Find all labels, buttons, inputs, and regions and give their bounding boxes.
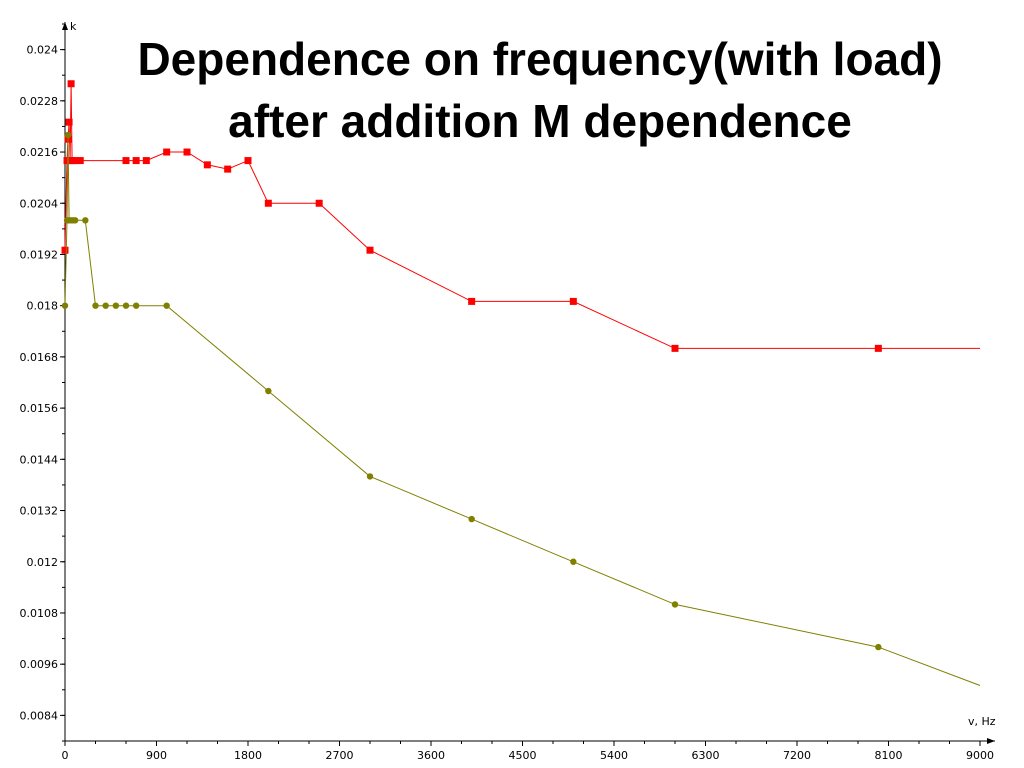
data-point <box>468 515 475 523</box>
data-point <box>92 302 99 309</box>
x-tick-label: 3600 <box>417 749 445 762</box>
y-tick-label: 0.0096 <box>20 658 59 671</box>
data-point <box>76 157 84 165</box>
data-point <box>82 217 89 224</box>
data-point <box>468 297 476 305</box>
data-point <box>61 302 69 309</box>
data-point <box>163 302 170 309</box>
x-tick-label: 0 <box>62 749 69 762</box>
data-point <box>203 161 211 169</box>
data-point <box>64 131 72 139</box>
data-point <box>122 157 130 165</box>
data-point <box>315 199 323 207</box>
title-line-1: Dependence on frequency(with load) <box>137 33 943 85</box>
y-tick-label: 0.012 <box>27 556 59 569</box>
data-point <box>570 558 577 565</box>
data-point <box>224 165 232 173</box>
data-point <box>132 157 140 165</box>
y-tick-label: 0.018 <box>27 300 59 313</box>
data-point <box>142 157 150 165</box>
data-point <box>569 297 577 305</box>
x-tick-label: 2700 <box>326 749 354 762</box>
x-tick-label: 900 <box>146 749 167 762</box>
data-point <box>132 302 140 309</box>
series-layer <box>61 80 981 686</box>
axes: v, Hz k 0 900 1800 2700 3600 4500 5400 6300 7200 81… <box>20 20 996 762</box>
data-point <box>671 601 679 608</box>
data-point <box>366 473 374 480</box>
x-tick-label: 5400 <box>600 749 628 762</box>
title-line-2: after addition M dependence <box>228 95 852 147</box>
data-point <box>265 387 272 395</box>
data-point <box>875 643 882 651</box>
x-tick-label: 8100 <box>875 749 903 762</box>
x-axis-arrow-icon <box>987 738 995 744</box>
data-point <box>163 148 171 156</box>
x-axis-label: v, Hz <box>968 715 996 728</box>
page-title: Dependence on frequency(with load) after… <box>80 28 1000 152</box>
y-tick-label: 0.0228 <box>20 95 59 108</box>
y-tick-label: 0.0132 <box>20 505 59 518</box>
data-point <box>183 148 191 156</box>
x-tick-label: 7200 <box>783 749 811 762</box>
y-axis-arrow-icon <box>62 22 68 30</box>
y-tick-label: 0.0144 <box>20 453 59 466</box>
data-point <box>671 344 679 352</box>
data-point <box>244 157 252 165</box>
x-tick-label: 6300 <box>692 749 720 762</box>
y-tick-label: 0.0204 <box>20 197 59 210</box>
y-tick-label: 0.0168 <box>20 351 59 364</box>
y-tick-label: 0.0108 <box>20 607 59 620</box>
x-tick-label: 1800 <box>234 749 262 762</box>
y-tick-label: 0.024 <box>27 44 59 57</box>
data-point <box>122 302 130 309</box>
data-point <box>366 246 374 254</box>
y-tick-label: 0.0192 <box>20 248 59 261</box>
data-point <box>71 217 79 224</box>
x-tick-label: 4500 <box>509 749 537 762</box>
y-axis-label: k <box>70 20 77 33</box>
x-tick-label: 9000 <box>966 749 994 762</box>
data-point <box>102 302 109 309</box>
data-point <box>112 302 120 309</box>
data-point <box>71 157 79 165</box>
y-tick-label: 0.0156 <box>20 402 59 415</box>
data-point <box>874 344 882 352</box>
data-point <box>264 199 272 207</box>
series-line-2 <box>64 134 981 686</box>
y-tick-label: 0.0084 <box>20 709 59 722</box>
data-point <box>67 80 75 88</box>
data-point <box>61 246 69 254</box>
data-point <box>65 118 73 126</box>
y-tick-label: 0.0216 <box>20 146 59 159</box>
